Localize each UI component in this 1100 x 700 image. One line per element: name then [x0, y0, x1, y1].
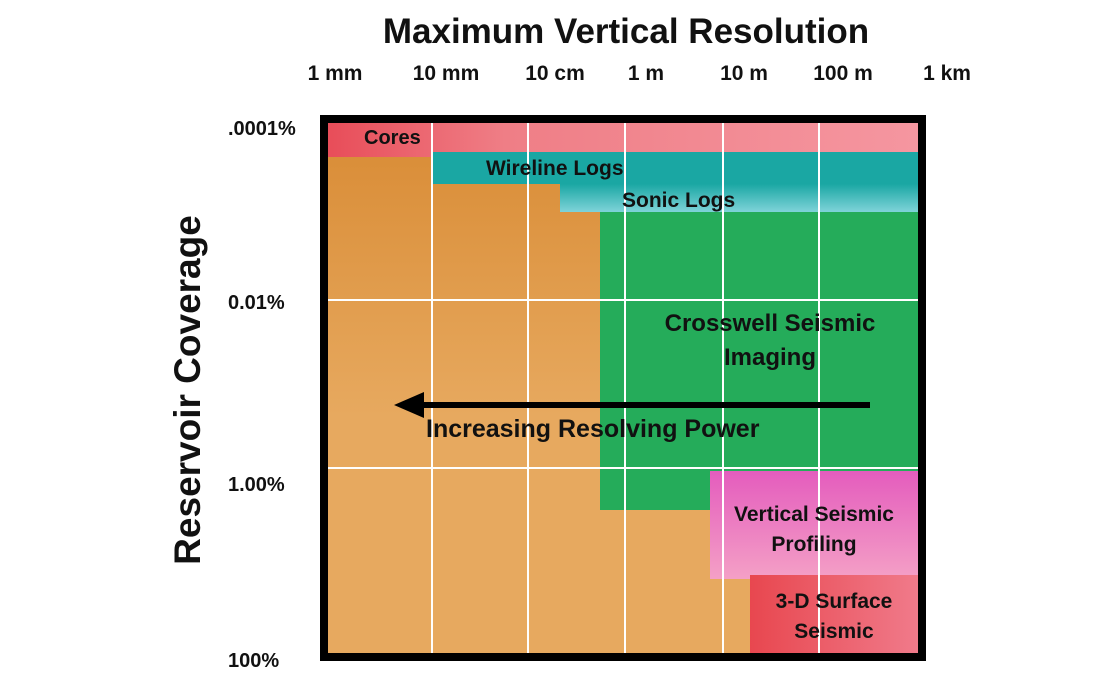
crosswell-label-line2: Imaging: [723, 344, 816, 371]
x-tick-1m: 1 m: [627, 62, 665, 85]
diagram-plot: Cores Wireline Logs Sonic Logs Crosswell…: [320, 115, 926, 661]
x-tick-1km: 1 km: [923, 62, 971, 85]
vsp-label-line1: Vertical Seismic: [734, 503, 894, 526]
sonic-logs-label: Sonic Logs: [622, 189, 736, 212]
x-tick-10m: 10 m: [720, 62, 768, 85]
crosswell-label-line1: Crosswell Seismic: [664, 310, 876, 337]
wireline-logs-label: Wireline Logs: [486, 157, 624, 180]
surface-seismic-label: 3-D Surface Seismic: [750, 587, 918, 647]
x-tick-1mm: 1 mm: [307, 62, 363, 85]
surface-seismic-label-line2: Seismic: [794, 620, 874, 643]
y-tick-001: 0.01%: [228, 292, 285, 314]
y-tick-0001: .0001%: [228, 118, 296, 140]
plot-frame: [320, 115, 926, 661]
surface-seismic-region: [750, 575, 918, 653]
y-axis-label: Reservoir Coverage: [167, 215, 208, 565]
grid-lines: [328, 123, 918, 653]
sonic-logs-band: [560, 184, 918, 212]
surface-seismic-label-line1: 3-D Surface: [775, 590, 893, 613]
x-tick-10mm: 10 mm: [412, 62, 480, 85]
x-tick-100m: 100 m: [813, 62, 873, 85]
crosswell-region: [600, 212, 918, 510]
crosswell-label: Crosswell Seismic Imaging: [620, 307, 920, 375]
diagram-canvas: [320, 115, 926, 661]
resolving-power-arrow: [394, 392, 870, 418]
vsp-region: [710, 471, 918, 579]
cores-label: Cores: [364, 127, 421, 149]
vsp-label-line2: Profiling: [771, 533, 857, 556]
y-tick-100: 100%: [228, 650, 280, 672]
arrow-left-icon: [394, 392, 424, 418]
chart-title: Maximum Vertical Resolution: [382, 12, 870, 51]
vsp-label: Vertical Seismic Profiling: [710, 500, 918, 560]
wireline-logs-band: [433, 152, 918, 184]
y-tick-100p: 1.00%: [228, 474, 285, 496]
arrow-label: Increasing Resolving Power: [426, 415, 760, 443]
x-tick-10cm: 10 cm: [525, 62, 585, 85]
